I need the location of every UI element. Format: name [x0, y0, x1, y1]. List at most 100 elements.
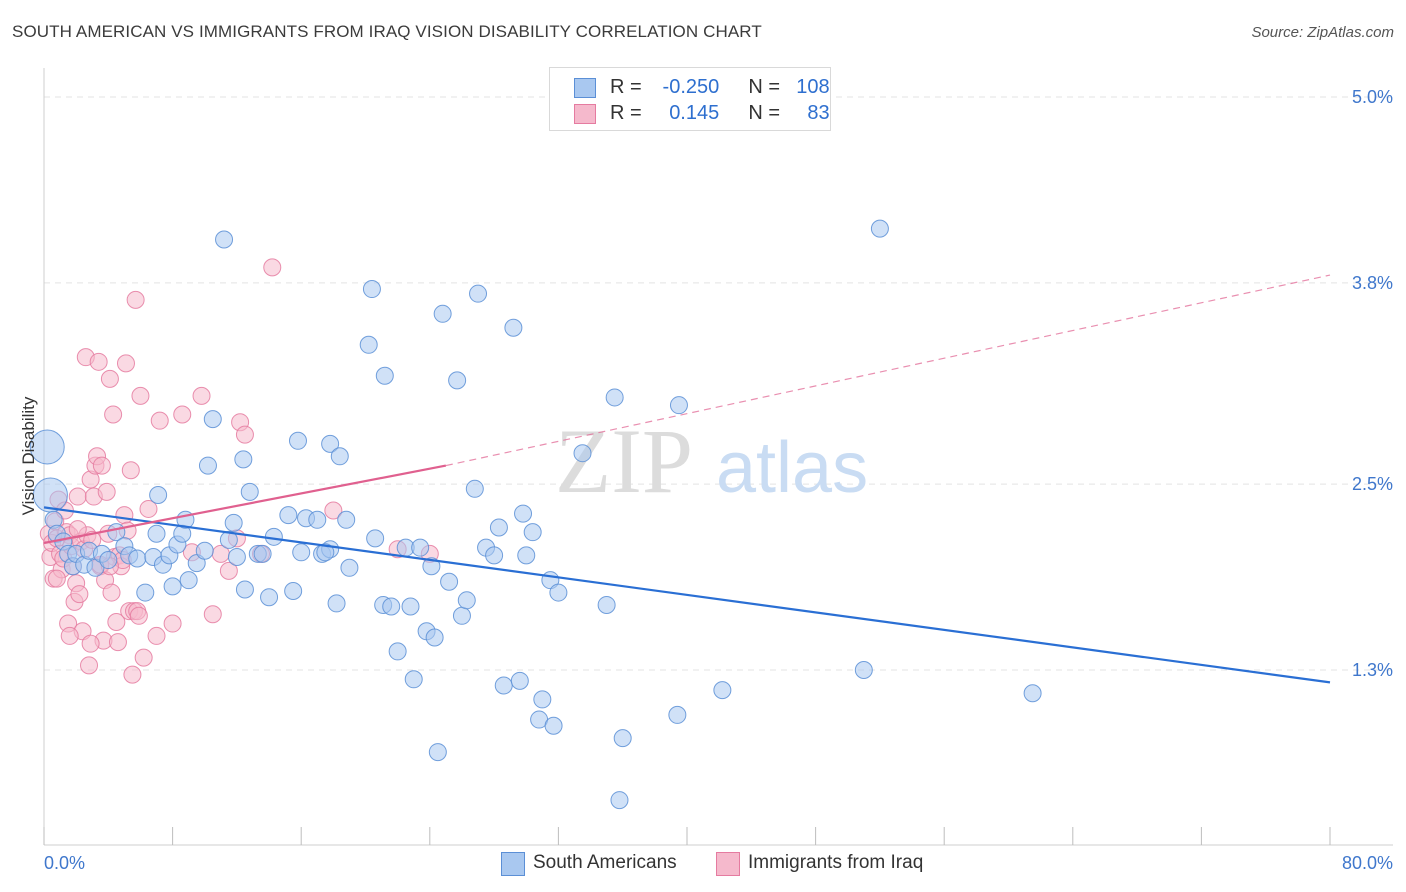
data-point [150, 411, 169, 430]
bottom-legend-label: Immigrants from Iraq [748, 852, 924, 873]
y-tick-label: 5.0% [1352, 87, 1393, 107]
data-point [123, 665, 142, 684]
trendline-south-americans [43, 506, 1331, 684]
n-value: 83 [807, 102, 830, 124]
data-point [870, 219, 889, 238]
data-point [147, 524, 166, 543]
data-point [440, 572, 459, 591]
data-point [102, 583, 121, 602]
data-point [195, 541, 214, 560]
data-point [411, 538, 430, 557]
data-point [668, 705, 687, 724]
r-value: -0.250 [662, 76, 720, 98]
legend-text-2: R = 0.145 N = 83 [610, 102, 830, 125]
data-point [116, 354, 135, 373]
data-point [308, 510, 327, 529]
data-point [68, 487, 87, 506]
data-point [544, 716, 563, 735]
data-point [366, 529, 385, 548]
data-point [260, 588, 279, 607]
data-point [279, 506, 298, 525]
watermark-atlas: atlas [716, 428, 868, 508]
data-point [215, 230, 234, 249]
data-point [89, 352, 108, 371]
data-point [433, 304, 452, 323]
y-axis-label: Vision Disability [19, 396, 38, 515]
data-point [469, 284, 488, 303]
n-label: N = [748, 76, 781, 98]
data-point [32, 477, 68, 513]
data-point [375, 366, 394, 385]
data-point [605, 388, 624, 407]
x-axis-min-label: 0.0% [44, 853, 85, 873]
legend-swatch-blue [574, 78, 596, 98]
r-value: 0.145 [669, 102, 720, 124]
data-point [163, 577, 182, 596]
data-point [401, 597, 420, 616]
data-point [235, 580, 254, 599]
data-point [523, 523, 542, 542]
data-point [92, 456, 111, 475]
data-point [147, 626, 166, 645]
data-point [292, 543, 311, 562]
data-point [485, 546, 504, 565]
data-point [219, 530, 238, 549]
data-point [404, 670, 423, 689]
data-point [448, 371, 467, 390]
n-label: N = [748, 102, 781, 124]
data-point [340, 558, 359, 577]
data-point [128, 549, 147, 568]
watermark-zip: ZIP [555, 410, 693, 512]
data-point [517, 546, 536, 565]
data-point [100, 369, 119, 388]
data-point [115, 506, 134, 525]
data-point [219, 561, 238, 580]
data-point [107, 612, 126, 631]
data-point [422, 557, 441, 576]
data-point [514, 504, 533, 523]
data-point [669, 396, 688, 415]
trendline-immigrants-from-iraq-extension [445, 274, 1331, 467]
data-point [713, 681, 732, 700]
data-point [359, 335, 378, 354]
data-point [29, 429, 65, 465]
data-point [99, 551, 118, 570]
legend-swatch-pink [574, 104, 596, 124]
data-point [337, 510, 356, 529]
tick-labels: 1.3% 2.5% 3.8% 5.0% [1352, 87, 1393, 680]
data-point [597, 595, 616, 614]
data-point [173, 405, 192, 424]
data-point [224, 513, 243, 532]
data-point [465, 479, 484, 498]
bottom-legend-swatch-pink [716, 852, 740, 876]
data-point [136, 583, 155, 602]
legend-text-1: R = -0.250 N = 108 [610, 76, 830, 99]
data-point [263, 258, 282, 277]
data-point [121, 461, 140, 480]
r-label: R = [610, 76, 642, 98]
data-point [80, 656, 99, 675]
data-point [362, 280, 381, 299]
data-point [227, 547, 246, 566]
data-point [139, 499, 158, 518]
data-point [324, 501, 343, 520]
data-point [70, 585, 89, 604]
y-tick-label: 1.3% [1352, 660, 1393, 680]
data-point [179, 571, 198, 590]
data-point [47, 569, 66, 588]
trendline-immigrants-from-iraq [43, 464, 447, 545]
data-point [104, 405, 123, 424]
r-label: R = [610, 102, 642, 124]
data-point [504, 318, 523, 337]
source-credit: Source: ZipAtlas.com [1251, 24, 1394, 41]
data-point [549, 583, 568, 602]
data-point [97, 482, 116, 501]
data-point [81, 634, 100, 653]
data-point [163, 614, 182, 633]
data-point [573, 444, 592, 463]
data-point [533, 690, 552, 709]
data-point [134, 648, 153, 667]
series-south-americans [29, 219, 1042, 810]
data-point [425, 628, 444, 647]
